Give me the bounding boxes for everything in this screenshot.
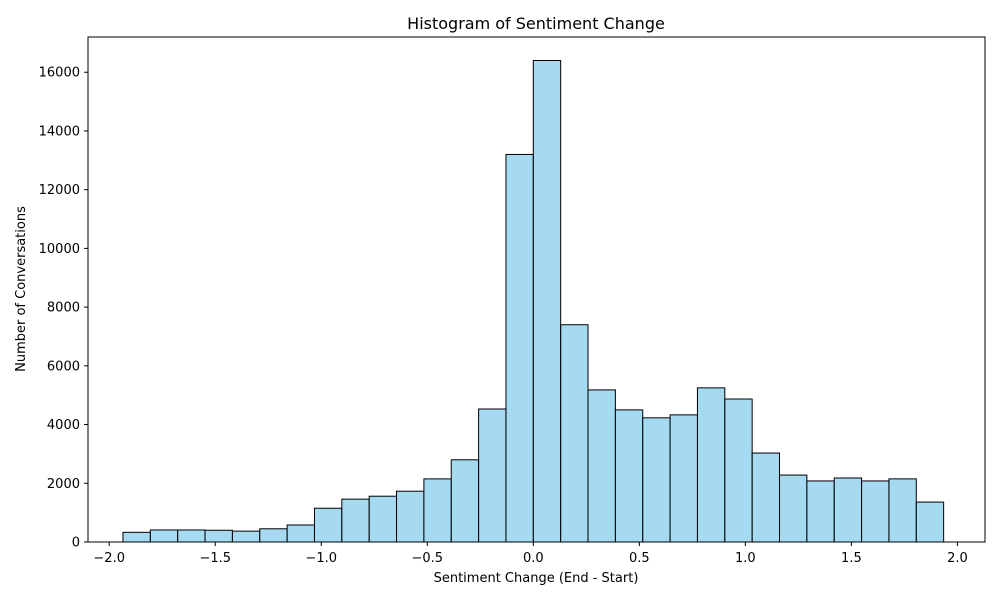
- histogram-bar: [450, 459, 480, 543]
- histogram-bar: [642, 417, 671, 543]
- x-tick-label: 1.5: [841, 551, 862, 566]
- y-tick-label: 0: [72, 536, 80, 551]
- x-tick-label: 0.5: [629, 551, 650, 566]
- histogram-bar: [231, 530, 261, 543]
- histogram-bar: [833, 477, 863, 543]
- y-tick-label: 4000: [47, 418, 80, 433]
- y-tick-label: 12000: [39, 183, 80, 198]
- histogram-bar: [724, 398, 753, 543]
- bars-group: [122, 59, 945, 543]
- x-axis-ticks: −2.0 −1.5 −1.0 −0.5 0.0 0.5 1.0 1.5 2.0: [93, 542, 968, 566]
- plot-frame: [87, 36, 986, 543]
- histogram-bar: [423, 478, 452, 543]
- histogram-bar: [915, 501, 945, 543]
- x-tick-label: −2.0: [93, 551, 125, 566]
- histogram-bar: [669, 414, 698, 543]
- x-tick-label: 1.0: [735, 551, 756, 566]
- histogram-bar: [888, 478, 917, 543]
- y-tick-label: 8000: [47, 301, 80, 316]
- histogram-bar: [806, 480, 835, 543]
- x-tick-label: −1.0: [305, 551, 337, 566]
- y-tick-label: 10000: [39, 242, 80, 257]
- histogram-bar: [505, 153, 534, 543]
- histogram-bar: [532, 59, 562, 543]
- histogram-bar: [751, 452, 781, 543]
- histogram-bar: [204, 529, 233, 543]
- histogram-bar: [614, 409, 644, 543]
- histogram-bar: [286, 524, 315, 543]
- histogram-bar: [177, 529, 206, 543]
- y-tick-label: 14000: [39, 124, 80, 139]
- x-tick-label: −1.5: [199, 551, 231, 566]
- histogram-bar: [396, 490, 425, 543]
- histogram-bar: [122, 531, 151, 543]
- histogram-bar: [259, 528, 288, 543]
- histogram-bar: [149, 529, 179, 543]
- y-tick-label: 16000: [39, 66, 80, 81]
- y-tick-label: 2000: [47, 477, 80, 492]
- x-tick-label: 2.0: [947, 551, 968, 566]
- histogram-bar: [696, 387, 726, 543]
- histogram-bar: [560, 324, 589, 543]
- histogram-bar: [587, 389, 616, 543]
- x-tick-label: 0.0: [523, 551, 544, 566]
- x-axis-label: Sentiment Change (End - Start): [434, 571, 639, 586]
- histogram-bar: [478, 408, 507, 543]
- histogram-bar: [313, 507, 343, 543]
- histogram-bar: [779, 474, 808, 543]
- y-axis-label: Number of Conversations: [14, 206, 29, 372]
- x-tick-label: −0.5: [412, 551, 444, 566]
- y-tick-label: 6000: [47, 359, 80, 374]
- histogram-bar: [341, 498, 370, 543]
- chart-title: Histogram of Sentiment Change: [407, 14, 665, 33]
- histogram-bar: [861, 480, 890, 543]
- y-axis-ticks: 0 2000 4000 6000 8000 10000 12000 14000 16000: [39, 66, 88, 551]
- histogram-bar: [368, 495, 398, 543]
